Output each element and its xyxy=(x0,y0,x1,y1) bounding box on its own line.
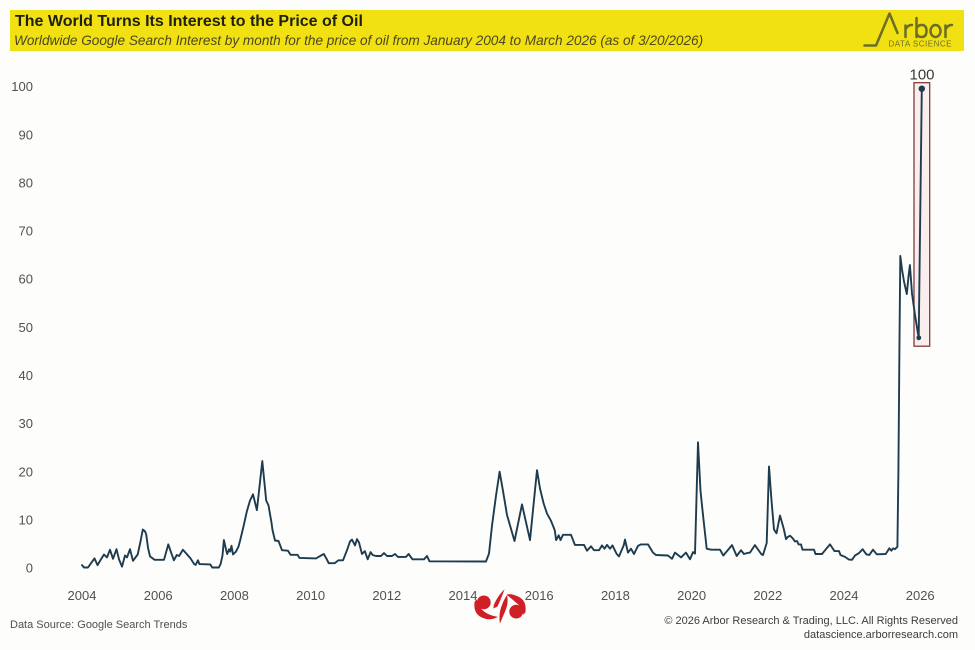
svg-text:DATA SCIENCE: DATA SCIENCE xyxy=(889,40,953,49)
svg-text:2010: 2010 xyxy=(296,588,325,603)
svg-text:2014: 2014 xyxy=(449,588,478,603)
svg-text:20: 20 xyxy=(19,464,33,479)
svg-text:2006: 2006 xyxy=(144,588,173,603)
svg-text:2024: 2024 xyxy=(830,588,859,603)
svg-text:2008: 2008 xyxy=(220,588,249,603)
svg-text:2022: 2022 xyxy=(753,588,782,603)
svg-text:2016: 2016 xyxy=(525,588,554,603)
svg-text:100: 100 xyxy=(11,79,33,94)
svg-text:40: 40 xyxy=(19,368,33,383)
svg-text:30: 30 xyxy=(19,416,33,431)
svg-text:2004: 2004 xyxy=(68,588,97,603)
svg-text:80: 80 xyxy=(19,175,33,190)
svg-text:10: 10 xyxy=(19,513,33,528)
svg-text:60: 60 xyxy=(19,272,33,287)
svg-text:50: 50 xyxy=(19,320,33,335)
svg-text:2012: 2012 xyxy=(372,588,401,603)
svg-text:90: 90 xyxy=(19,127,33,142)
svg-text:2020: 2020 xyxy=(677,588,706,603)
svg-text:2018: 2018 xyxy=(601,588,630,603)
svg-text:100: 100 xyxy=(909,67,934,84)
svg-text:2026: 2026 xyxy=(906,588,935,603)
svg-text:0: 0 xyxy=(26,561,33,576)
svg-text:70: 70 xyxy=(19,224,33,239)
